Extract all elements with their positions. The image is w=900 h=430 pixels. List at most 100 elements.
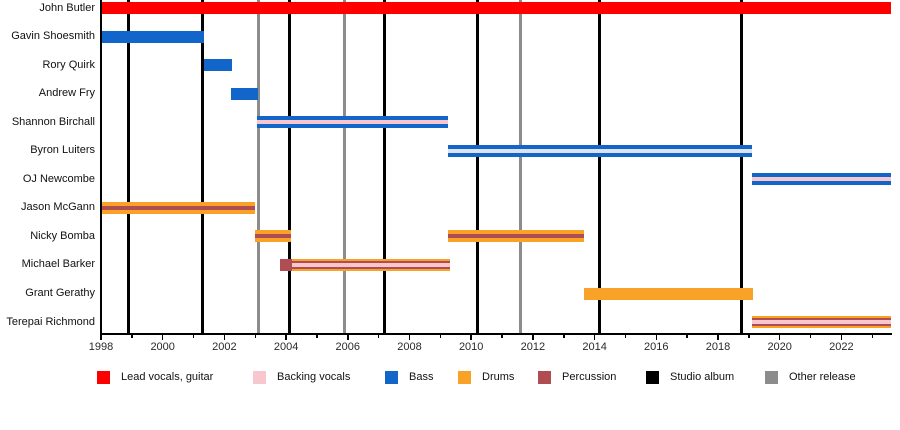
timeline-bar [292,258,450,271]
x-axis-major-tick [532,334,534,340]
x-axis-line [100,333,892,335]
bar-stripe-drums [751,326,891,329]
x-axis-tick-label: 2000 [150,341,175,353]
x-axis-major-tick [408,334,411,340]
legend-swatch [646,371,659,384]
bar-stripe-drums [292,258,450,261]
x-axis-minor-tick [131,334,133,338]
studio-album-line [287,0,291,333]
bar-stripe-drums [751,316,891,318]
x-axis-minor-tick [254,334,256,338]
member-label: Jason McGann [21,201,95,214]
bar-stripe-drums [255,230,291,235]
legend-label: Percussion [562,371,617,383]
bar-stripe-backing-vocals [751,319,891,325]
bar-stripe-drums [101,209,256,214]
legend-swatch [458,371,471,384]
bar-stripe-bass-gap [448,148,752,153]
x-axis-minor-tick [871,334,873,338]
bar-stripe-percussion [292,267,450,270]
x-axis-tick-label: 2014 [582,341,607,353]
timeline-bar [448,144,752,157]
member-label: Andrew Fry [38,87,95,100]
studio-album-line [475,0,479,333]
bar-stripe-drums [101,201,256,206]
timeline-bar [256,116,449,129]
legend-swatch [765,371,778,384]
x-axis-major-tick [840,334,843,340]
bar-stripe-bass [256,124,449,129]
bar-stripe-drums [448,230,584,235]
legend-swatch [538,371,551,384]
x-axis-major-tick [470,334,472,340]
bar-stripe-bass [751,173,891,178]
timeline-bar [751,316,891,329]
x-axis-minor-tick [809,334,812,338]
y-axis-line [100,0,102,333]
other-release-line [519,0,523,333]
timeline-bar [583,287,754,300]
bar-stripe-lead-vocals-guitar [101,2,891,14]
legend-label: Studio album [670,371,735,383]
x-axis-tick-label: 1998 [88,341,114,353]
legend-swatch [385,371,398,384]
x-axis-major-tick [285,334,287,340]
other-release-line [343,0,347,333]
x-axis-tick-label: 2006 [335,341,361,353]
bar-stripe-percussion [255,234,291,239]
timeline-bar [101,2,891,14]
x-axis-tick-label: 2022 [829,341,854,353]
member-label: Shannon Birchall [11,115,95,128]
x-axis-major-tick [161,334,164,340]
bar-stripe-percussion [292,260,450,263]
timeline-bar [101,201,256,214]
studio-album-line [201,0,205,333]
x-axis-minor-tick [624,334,627,338]
x-axis-minor-tick [439,334,442,338]
bar-stripe-percussion [751,324,891,327]
bar-stripe-backing-vocals [292,262,450,268]
studio-album-line [739,0,743,333]
bar-stripe-percussion [279,258,293,271]
member-label: Gavin Shoesmith [11,30,95,43]
x-axis-minor-tick [316,334,318,338]
timeline-bar [204,59,233,72]
bar-stripe-drums [292,269,450,271]
bar-stripe-drums [583,287,754,300]
bar-stripe-drums [448,238,584,243]
x-axis-tick-label: 2004 [273,341,299,353]
x-axis-tick-label: 2010 [458,341,484,353]
studio-album-line [597,0,601,333]
member-label: OJ Newcombe [22,172,95,185]
bar-stripe-backing-vocals [751,177,891,182]
legend-label: Bass [409,371,434,383]
x-axis-minor-tick [501,334,503,338]
other-release-line [256,0,260,333]
x-axis-tick-label: 2008 [397,341,422,353]
x-axis-tick-label: 2020 [767,341,792,353]
timeline-bar [230,87,259,100]
timeline-bar [751,173,891,186]
x-axis-tick-label: 2012 [520,341,546,353]
legend-label: Other release [789,371,856,383]
x-axis-tick-label: 2018 [705,341,731,353]
x-axis-tick-label: 2002 [212,341,237,353]
timeline-bar [101,30,205,43]
bar-stripe-bass [448,152,752,157]
bar-stripe-drums [255,238,291,243]
studio-album-line [383,0,387,333]
x-axis-major-tick [593,334,596,340]
bar-stripe-bass [204,59,233,72]
bar-stripe-percussion [751,317,891,320]
bar-stripe-bass [256,116,449,121]
member-label: Byron Luiters [30,144,95,157]
x-axis-major-tick [655,334,658,340]
member-label: Grant Gerathy [25,287,95,299]
member-label: Terepai Richmond [6,315,95,328]
x-axis-minor-tick [192,334,195,338]
x-axis-major-tick [100,334,102,340]
bar-stripe-bass [230,87,259,100]
legend-label: Lead vocals, guitar [121,371,214,383]
bar-stripe-bass [448,144,752,149]
x-axis-tick-label: 2016 [644,341,669,353]
